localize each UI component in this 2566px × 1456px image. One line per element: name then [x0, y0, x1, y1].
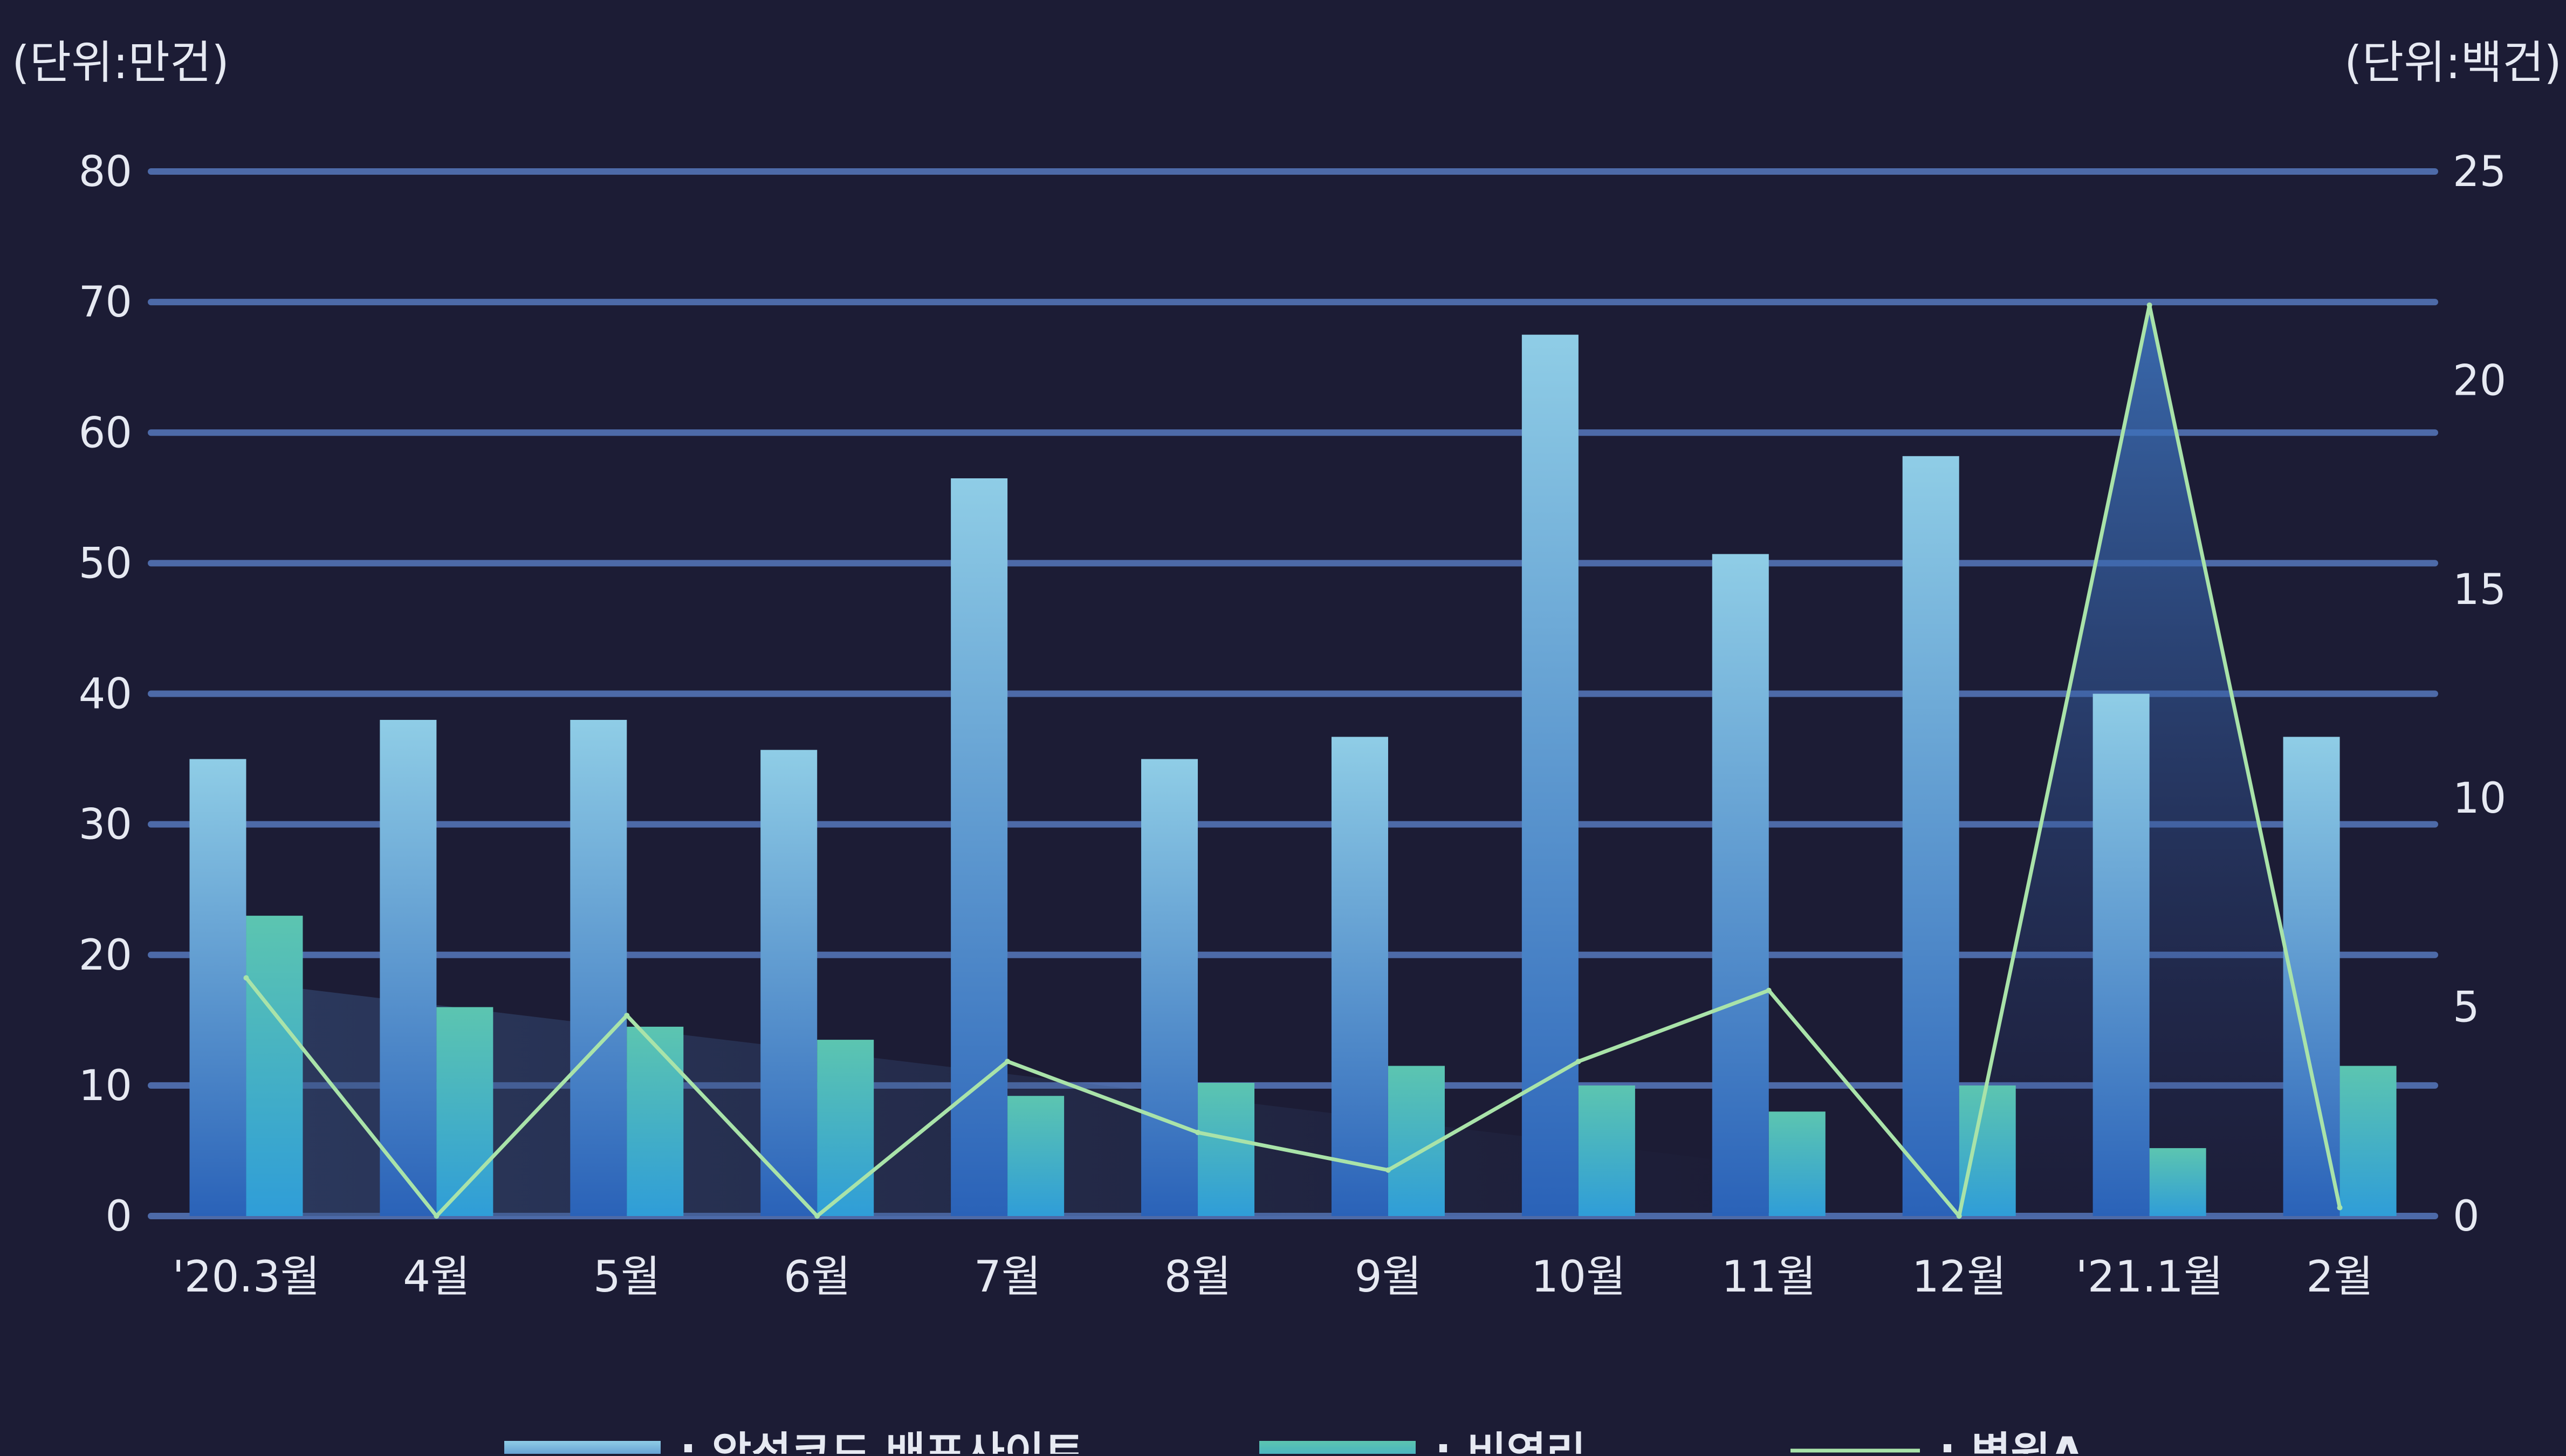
right-axis-ticks: 0 5 10 15 20 25: [2453, 148, 2506, 1241]
legend-label: : 악성코드 배포사이트: [680, 1428, 1084, 1454]
left-tick-label: 20: [79, 931, 132, 980]
x-tick-label: 8월: [1164, 1252, 1232, 1302]
legend-label: : 병원A: [1939, 1428, 2084, 1454]
bar-nonprofit: [2339, 1066, 2397, 1216]
bar-nonprofit: [246, 916, 303, 1216]
line-point: [434, 1213, 440, 1219]
x-tick-label: 5월: [593, 1252, 661, 1302]
bar-malware-site: [189, 759, 246, 1216]
bar-nonprofit: [1198, 1083, 1255, 1216]
line-series: [243, 302, 2343, 1219]
bar-malware-site: [1521, 334, 1579, 1216]
legend-swatch: [504, 1441, 661, 1456]
bar-malware-site: [1712, 554, 1769, 1216]
legend: : 악성코드 배포사이트 : 비영리 : 병원A: [504, 1428, 2084, 1456]
bar-nonprofit: [1007, 1096, 1065, 1216]
bars: [189, 334, 2397, 1216]
right-tick-label: 25: [2453, 148, 2506, 196]
bar-nonprofit: [627, 1026, 684, 1216]
bar-malware-site: [1141, 759, 1198, 1216]
line-point: [1385, 1167, 1391, 1173]
legend-label: : 비영리: [1435, 1428, 1586, 1454]
x-tick-label: '20.3월: [173, 1252, 320, 1302]
legend-swatch: [1259, 1441, 1416, 1456]
line-point: [624, 1013, 630, 1019]
left-axis-ticks: 0 10 20 30 40 50 60 70 80: [79, 148, 132, 1241]
left-axis-unit: (단위:만건): [12, 36, 229, 89]
right-tick-label: 5: [2453, 984, 2480, 1032]
right-tick-label: 20: [2453, 356, 2506, 405]
x-tick-label: 12월: [1912, 1252, 2006, 1302]
bar-nonprofit: [1959, 1085, 2016, 1216]
left-tick-label: 30: [79, 801, 132, 849]
line-point: [1766, 987, 1772, 993]
line-point: [243, 975, 249, 981]
bar-malware-site: [760, 750, 818, 1216]
x-tick-label: 4월: [403, 1252, 470, 1302]
x-tick-label: 7월: [974, 1252, 1041, 1302]
bar-malware-site: [380, 719, 437, 1216]
left-tick-label: 60: [79, 409, 132, 457]
bar-malware-site: [951, 478, 1008, 1216]
left-tick-label: 10: [79, 1062, 132, 1110]
bar-malware-site: [2092, 693, 2150, 1216]
x-tick-label: 9월: [1355, 1252, 1422, 1302]
x-tick-label: 6월: [784, 1252, 851, 1302]
left-tick-label: 70: [79, 278, 132, 327]
bar-malware-site: [1331, 737, 1388, 1216]
left-tick-label: 80: [79, 148, 132, 196]
line-hospital-a: [244, 303, 2342, 1218]
line-point: [2146, 302, 2152, 308]
line-point: [1575, 1059, 1581, 1064]
line-point: [1005, 1059, 1011, 1064]
right-tick-label: 15: [2453, 566, 2506, 614]
right-axis-unit: (단위:백건): [2344, 36, 2562, 89]
left-tick-label: 0: [105, 1192, 132, 1241]
line-point: [814, 1213, 820, 1219]
x-tick-label: 2월: [2306, 1252, 2373, 1302]
bar-nonprofit: [436, 1007, 493, 1216]
bar-malware-site: [570, 719, 627, 1216]
bar-malware-site: [1902, 456, 1959, 1216]
x-tick-label: 11월: [1721, 1252, 1816, 1302]
bar-nonprofit: [1578, 1085, 1635, 1216]
bar-nonprofit: [1768, 1111, 1826, 1216]
left-tick-label: 50: [79, 539, 132, 588]
x-tick-label: 10월: [1531, 1252, 1625, 1302]
line-point: [2337, 1205, 2343, 1211]
right-tick-label: 0: [2453, 1192, 2480, 1241]
bar-nonprofit: [817, 1040, 874, 1216]
x-axis-ticks: '20.3월 4월 5월 6월 7월 8월 9월 10월 11월 12월 '21.1월 2월: [173, 1252, 2373, 1302]
x-tick-label: '21.1월: [2076, 1252, 2224, 1302]
line-point: [1956, 1213, 1962, 1219]
bar-nonprofit: [2149, 1148, 2206, 1216]
line-area-shading: [246, 305, 2340, 1216]
line-point: [1195, 1130, 1201, 1136]
right-tick-label: 10: [2453, 774, 2506, 823]
left-tick-label: 40: [79, 670, 132, 719]
bar-nonprofit: [1388, 1066, 1445, 1216]
